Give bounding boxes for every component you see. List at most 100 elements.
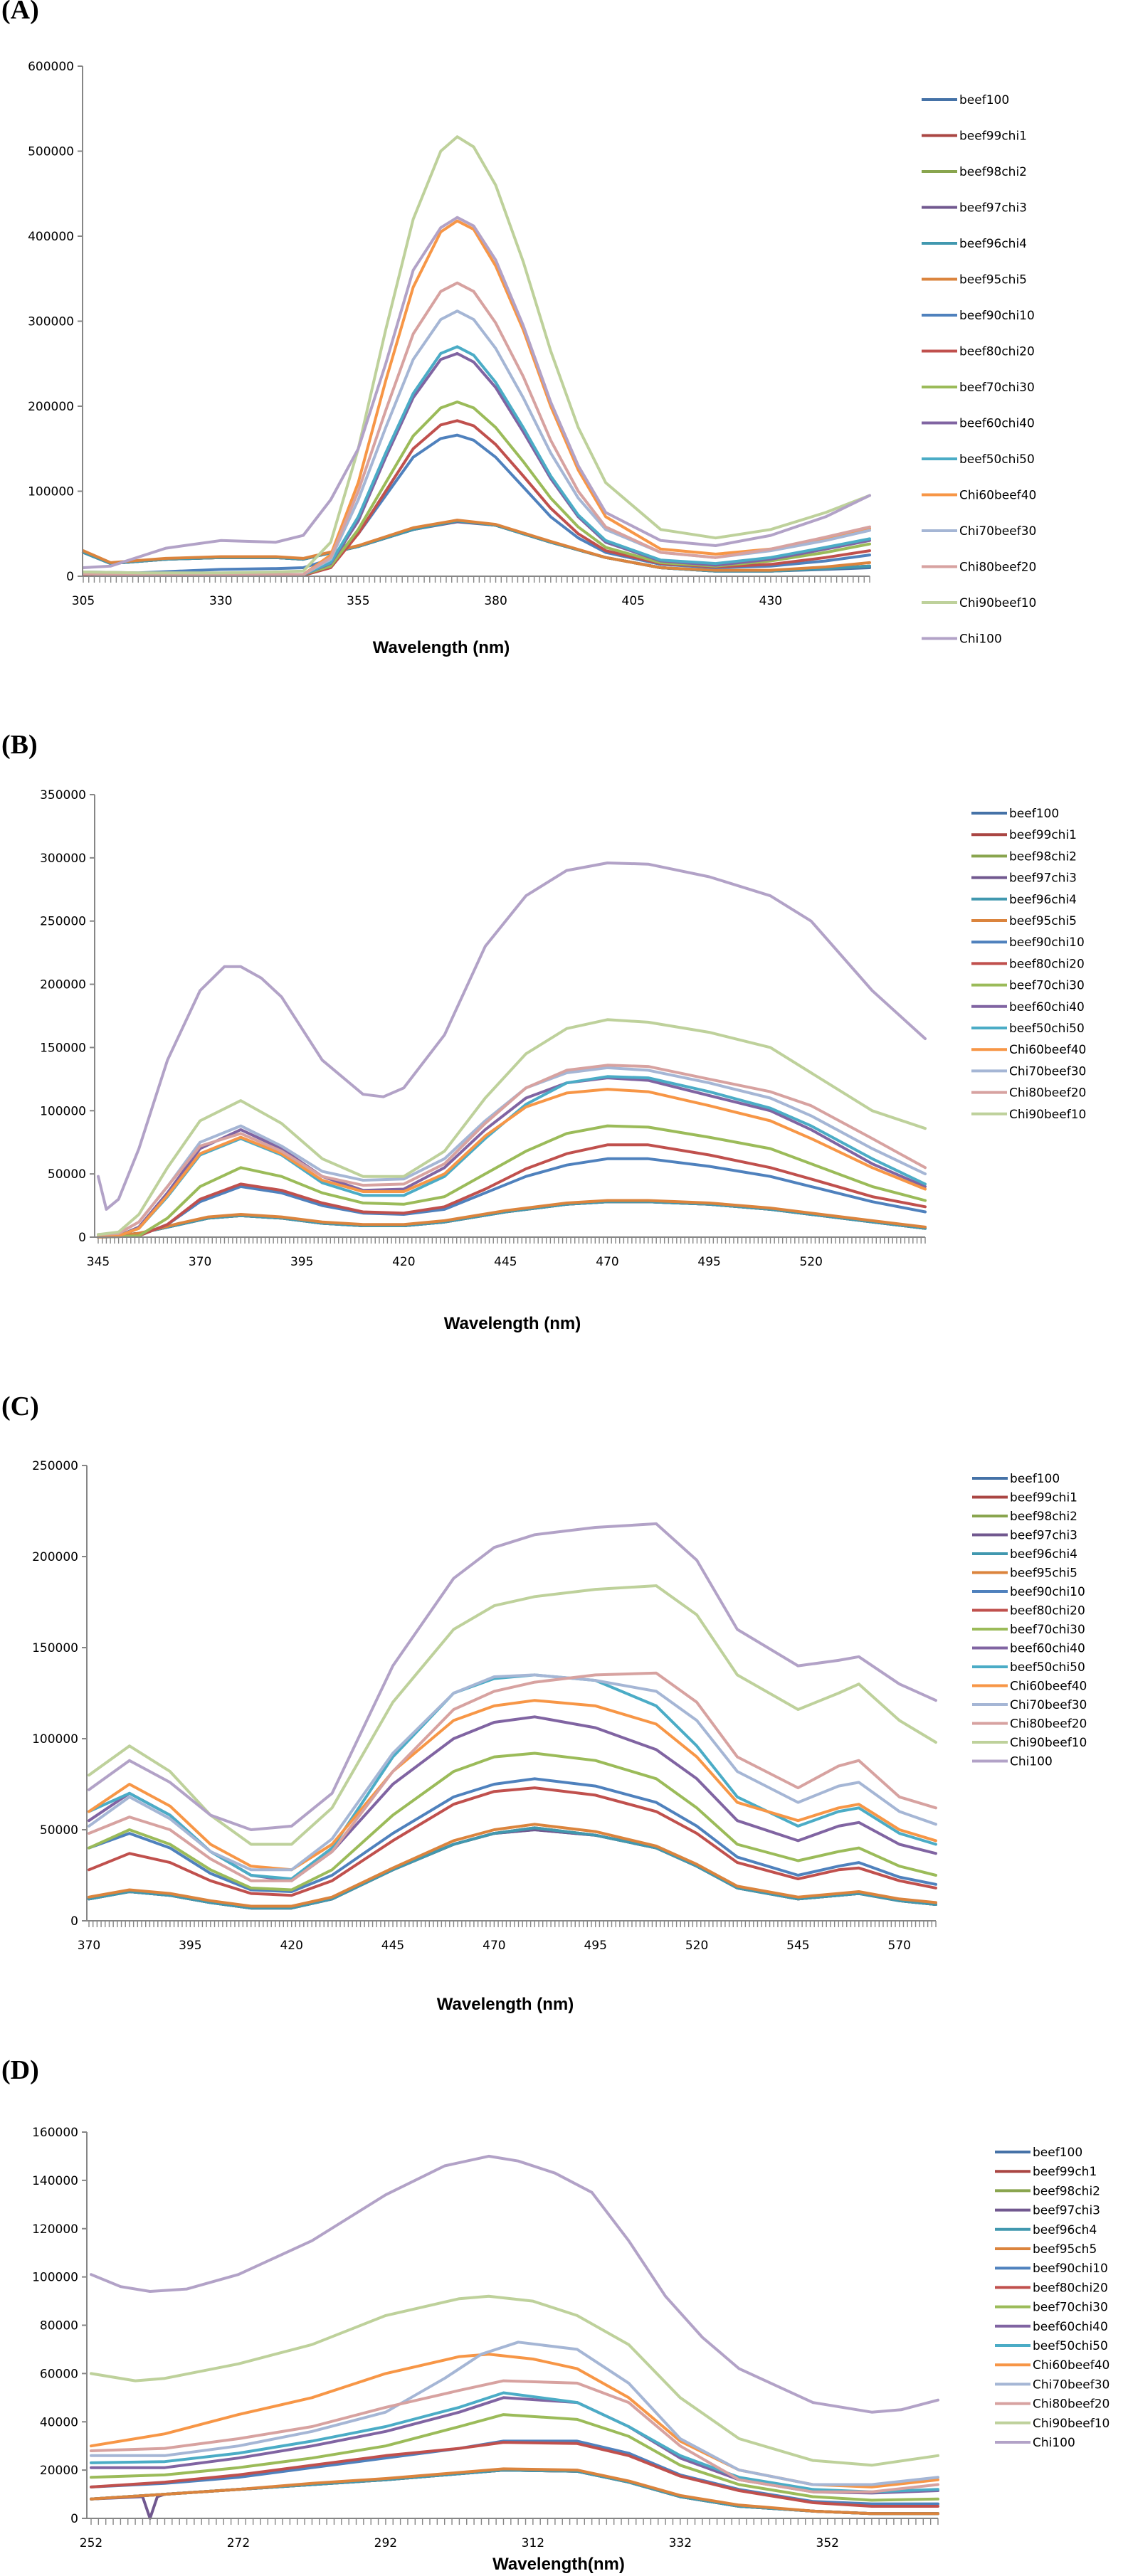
legend-label: beef80chi20 (1010, 1604, 1085, 1618)
y-tick-label: 300000 (28, 315, 74, 329)
x-tick-label: 420 (392, 1255, 415, 1269)
legend-label: beef96ch4 (1033, 2223, 1097, 2237)
legend-item-beef98chi2: beef98chi2 (971, 849, 1077, 864)
legend-label: beef97chi3 (1010, 1529, 1077, 1543)
legend-item-beef99chi1: beef99chi1 (971, 828, 1077, 842)
legend-label: Chi90beef10 (1010, 1736, 1087, 1750)
y-tick-label: 40000 (40, 2415, 78, 2429)
series-line-chi60beef40 (88, 1699, 937, 1872)
series-line-chi90beef10 (97, 1018, 927, 1236)
x-tick-label: 405 (622, 594, 645, 608)
y-tick-label: 300000 (40, 852, 86, 866)
y-tick-label: 200000 (40, 978, 86, 992)
series-line-chi100 (97, 862, 927, 1211)
legend-item-beef97chi3: beef97chi3 (972, 1529, 1077, 1543)
legend-item-beef100: beef100 (971, 807, 1059, 821)
x-tick-label: 470 (483, 1939, 505, 1953)
series-line-beef60chi40 (97, 1076, 927, 1239)
x-minor-ticks (88, 1921, 937, 1927)
legend-item-chi100: Chi100 (995, 2436, 1075, 2450)
y-tick-label: 400000 (28, 230, 74, 244)
legend-item-chi90beef10: Chi90beef10 (972, 1736, 1087, 1750)
series-line-beef80chi20 (90, 2441, 939, 2508)
legend-item-beef80chi20: beef80chi20 (972, 1604, 1085, 1618)
series-line-chi90beef10 (82, 135, 871, 575)
x-tick-label: 370 (78, 1939, 100, 1953)
legend-label: beef99chi1 (959, 129, 1027, 144)
x-tick-label: 330 (209, 594, 232, 608)
legend-label: Chi80beef20 (1009, 1086, 1086, 1101)
y-tick-label: 200000 (28, 400, 74, 414)
y-tick-label: 80000 (40, 2319, 78, 2333)
y-tick-label: 200000 (32, 1550, 78, 1564)
x-minor-ticks (97, 1237, 926, 1244)
legend-item-beef100: beef100 (922, 93, 1009, 107)
series-line-chi70beef30 (88, 1673, 937, 1872)
legend-item-beef97chi3: beef97chi3 (971, 871, 1077, 886)
y-tick-label: 100000 (28, 485, 74, 499)
series-line-chi100 (82, 216, 871, 569)
legend: beef100 beef99chi1 beef98chi2 beef97chi3 bee… (972, 1472, 1087, 1769)
legend-label: beef96chi4 (1010, 1547, 1077, 1562)
legend-label: Chi100 (1010, 1755, 1053, 1769)
legend: beef100 beef99chi1 beef98chi2 beef97chi3 bee… (922, 93, 1036, 647)
series-lines (90, 2154, 939, 2520)
legend-label: beef60chi40 (959, 417, 1035, 431)
legend-item-beef98chi2: beef98chi2 (995, 2184, 1100, 2198)
legend-label: Chi80beef20 (1010, 1717, 1087, 1732)
legend-item-beef90chi10: beef90chi10 (995, 2262, 1108, 2276)
legend-item-beef80chi20: beef80chi20 (922, 345, 1035, 359)
legend-label: Chi80beef20 (1033, 2397, 1109, 2412)
legend-item-beef96chi4: beef96chi4 (972, 1547, 1077, 1562)
legend-label: beef98chi2 (1009, 849, 1077, 864)
legend-label: Chi70beef30 (1010, 1698, 1087, 1712)
series-line-chi70beef30 (90, 2341, 939, 2486)
legend-item-beef80chi20: beef80chi20 (971, 957, 1085, 971)
legend-label: Chi70beef30 (1033, 2378, 1109, 2392)
legend-label: beef100 (1009, 807, 1059, 821)
legend-item-chi70beef30: Chi70beef30 (995, 2378, 1109, 2392)
legend-label: beef60chi40 (1033, 2320, 1108, 2334)
legend-item-beef99chi1: beef99chi1 (972, 1491, 1077, 1505)
y-tick-label: 350000 (40, 788, 86, 802)
x-tick-label: 292 (374, 2536, 397, 2550)
series-line-chi90beef10 (88, 1584, 937, 1846)
series-line-chi80beef20 (90, 2379, 939, 2493)
series-line-beef96chi4 (88, 1826, 937, 1910)
legend-item-chi70beef30: Chi70beef30 (972, 1698, 1087, 1712)
x-minor-ticks (90, 2518, 939, 2525)
y-tick-label: 20000 (40, 2464, 78, 2478)
legend-item-beef100: beef100 (995, 2146, 1082, 2160)
x-tick-label: 420 (280, 1939, 302, 1953)
series-line-chi100 (88, 1522, 937, 1831)
legend-label: beef100 (1010, 1472, 1060, 1486)
legend-item-beef80chi20: beef80chi20 (995, 2281, 1108, 2295)
y-tick-label: 140000 (32, 2174, 78, 2188)
y-tick-label: 60000 (40, 2367, 78, 2381)
series-line-chi80beef20 (88, 1671, 937, 1882)
legend-label: beef70chi30 (959, 381, 1035, 395)
legend: beef100 beef99ch1 beef98chi2 beef97chi3 beef… (995, 2146, 1109, 2450)
y-tick-label: 150000 (40, 1041, 86, 1055)
legend-item-beef95chi5: beef95chi5 (922, 273, 1027, 287)
y-tick-label: 50000 (40, 1823, 78, 1838)
series-line-beef70chi30 (97, 1124, 927, 1239)
x-tick-label: 445 (381, 1939, 404, 1953)
legend-item-chi80beef20: Chi80beef20 (922, 561, 1036, 575)
series-line-beef90chi10 (88, 1777, 937, 1893)
x-tick-label: 495 (697, 1255, 720, 1269)
legend-item-beef50chi50: beef50chi50 (972, 1660, 1085, 1675)
legend-label: beef70chi30 (1009, 979, 1085, 993)
legend-label: beef97chi3 (1033, 2204, 1100, 2218)
legend-item-chi90beef10: Chi90beef10 (971, 1108, 1086, 1122)
x-tick-label: 370 (189, 1255, 211, 1269)
legend-item-beef98chi2: beef98chi2 (922, 165, 1027, 179)
legend-item-beef60chi40: beef60chi40 (971, 1000, 1085, 1014)
legend-label: beef50chi50 (959, 452, 1035, 467)
x-tick-label: 430 (759, 594, 782, 608)
legend-label: beef99chi1 (1009, 828, 1077, 842)
legend-label: beef99chi1 (1010, 1491, 1077, 1505)
legend-label: beef80chi20 (1009, 957, 1085, 971)
legend-item-beef99ch1: beef99ch1 (995, 2165, 1097, 2179)
y-tick-label: 250000 (32, 1459, 78, 1473)
